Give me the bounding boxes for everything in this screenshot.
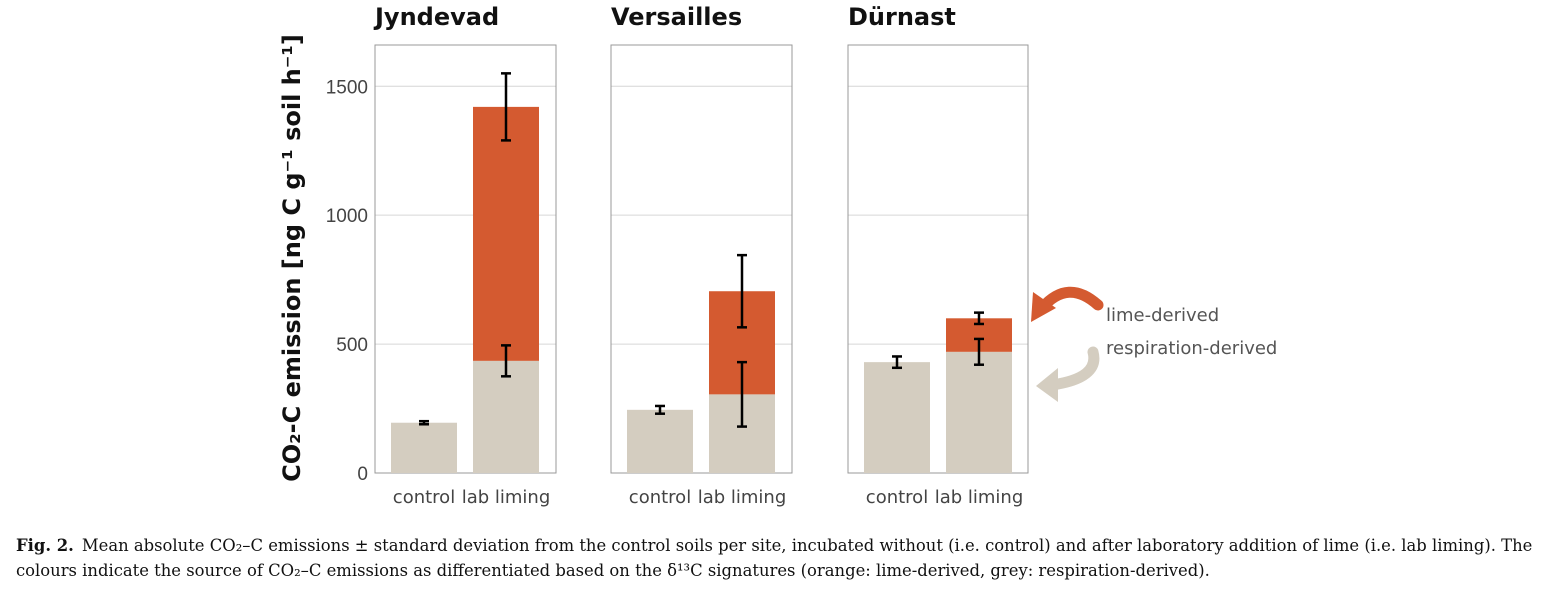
respiration-derived-arrow-head <box>1036 368 1058 402</box>
lime-derived-arrow-head <box>1031 292 1056 322</box>
bar-respiration-derived <box>473 360 539 473</box>
error-bar <box>501 72 511 142</box>
bar-respiration-derived <box>627 409 693 473</box>
panel-1: Versailles control lab liming <box>610 3 793 508</box>
panel-frame <box>847 44 1029 474</box>
bar-respiration-derived <box>391 422 457 473</box>
error-bar <box>419 419 429 426</box>
x-category-label: lab liming <box>935 487 1024 508</box>
legend-respiration-derived: respiration-derived <box>1106 338 1277 359</box>
error-bar <box>892 355 902 370</box>
y-axis: 0 500 1000 1500 <box>326 77 368 485</box>
panel-title: Dürnast <box>848 3 956 31</box>
x-category-label: lab liming <box>462 487 551 508</box>
error-bar <box>655 404 665 415</box>
x-category-label: control <box>393 487 455 508</box>
y-axis-label: CO₂-C emission [ng C g⁻¹ soil h⁻¹] <box>278 34 306 482</box>
panel-frame <box>610 44 793 474</box>
y-tick-label: 1500 <box>326 77 368 98</box>
figure-caption: Fig. 2. Mean absolute CO₂–C emissions ± s… <box>16 533 1536 583</box>
figure-chart: Jyndevad control lab liming Versailles contr… <box>278 3 1277 508</box>
caption-label: Fig. 2. <box>16 536 74 555</box>
bar-respiration-derived <box>946 351 1012 473</box>
y-tick-label: 500 <box>336 335 368 356</box>
error-bar <box>974 311 984 326</box>
y-tick-label: 0 <box>357 464 368 485</box>
bar-respiration-derived <box>864 362 930 473</box>
error-bar <box>974 337 984 366</box>
legend-lime-derived: lime-derived <box>1106 305 1219 326</box>
error-bar <box>737 253 747 329</box>
y-tick-label: 1000 <box>326 206 368 227</box>
panel-2: Dürnast control lab liming <box>847 3 1029 508</box>
chart-panels: Jyndevad control lab liming Versailles contr… <box>373 3 1029 508</box>
panel-title: Versailles <box>611 3 742 31</box>
respiration-derived-arrow-icon <box>1046 346 1100 391</box>
legend: lime-derived respiration-derived <box>1031 286 1277 402</box>
x-category-label: control <box>866 487 928 508</box>
caption-text: Mean absolute CO₂–C emissions ± standard… <box>16 536 1533 580</box>
panel-frame <box>374 44 557 474</box>
x-category-label: lab liming <box>698 487 787 508</box>
bar-lime-derived <box>473 106 539 361</box>
panel-title: Jyndevad <box>373 3 499 31</box>
panel-0: Jyndevad control lab liming <box>373 3 557 508</box>
error-bar <box>501 344 511 378</box>
error-bar <box>737 360 747 428</box>
x-category-label: control <box>629 487 691 508</box>
